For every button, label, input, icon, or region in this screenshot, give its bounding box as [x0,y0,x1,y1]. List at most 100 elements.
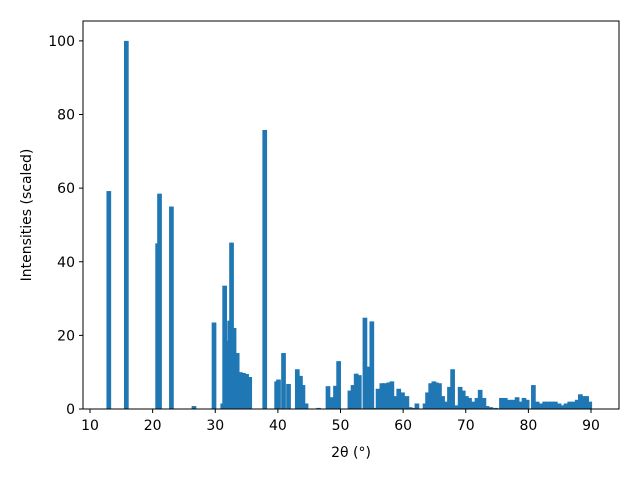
bar [393,396,398,409]
x-tick-label: 30 [206,418,224,434]
bar [369,321,375,409]
bar [552,401,558,409]
bar [276,379,281,409]
bar [474,397,480,409]
bar [365,366,371,409]
y-tick-label: 40 [57,255,75,271]
bar [316,407,321,409]
bar [488,407,494,409]
bar [404,396,410,409]
bar [336,361,341,409]
bar [584,396,589,409]
bar [524,399,530,409]
bar [294,369,300,409]
bar [123,40,129,409]
bar [325,386,331,409]
x-tick-label: 70 [457,418,475,434]
bar [450,369,455,409]
bar [578,394,583,409]
bar [262,129,268,410]
bar [460,390,466,409]
bar [546,401,551,409]
bar [587,401,593,409]
y-axis-label: Intensities (scaled) [19,149,35,282]
bar [396,388,402,409]
bar [407,407,413,409]
x-tick-label: 50 [332,418,350,434]
bar [437,383,442,409]
bar [191,406,197,409]
x-tick-label: 20 [144,418,162,434]
x-tick-label: 60 [394,418,412,434]
x-tick-label: 80 [519,418,537,434]
x-tick-label: 90 [582,418,600,434]
bar [237,372,243,409]
bar [514,397,520,409]
bar [329,397,335,409]
bar [425,392,430,409]
bar [567,401,573,409]
bar [443,401,449,409]
bar [241,372,246,409]
bar [440,396,445,409]
bar [549,401,555,409]
y-tick-label: 80 [57,108,75,124]
bar [375,388,381,409]
bar [467,397,472,409]
bar [400,392,405,409]
bar [350,385,356,409]
y-tick-label: 0 [66,402,75,418]
bar [506,399,512,409]
bar [571,401,576,409]
bar [484,406,490,409]
bar [211,322,217,409]
bar [574,399,580,409]
bar [247,376,253,409]
bar [353,373,359,409]
y-tick-label: 100 [48,34,75,50]
bar [362,317,368,409]
bar [431,381,437,409]
bar [382,383,388,409]
bar [169,206,174,409]
x-tick-label: 10 [81,418,99,434]
bar [281,353,286,409]
bar [493,407,499,409]
bar [373,407,378,409]
bar [389,381,395,409]
bar [303,403,309,409]
bar [222,285,228,409]
y-tick-label: 60 [57,181,75,197]
bar [411,407,417,409]
bar [347,390,353,409]
plot-frame [82,20,620,410]
bar [538,403,544,409]
bar [231,328,237,409]
bar [286,383,291,409]
bar [502,397,508,409]
bar [470,401,476,409]
bar [511,399,516,409]
bar [563,403,569,409]
bar [298,375,303,409]
bar [531,385,536,409]
bar [433,382,439,409]
x-axis-label: 2θ (°) [331,445,371,461]
bar [453,405,459,409]
bar [244,374,249,409]
bar [428,383,434,409]
bar [379,383,385,409]
bar [499,397,504,409]
bar [534,401,540,409]
bar [356,375,362,409]
bar [422,403,428,409]
bar [414,403,420,409]
bar [477,389,483,409]
bar [556,403,562,409]
bar [234,353,240,409]
y-tick-label: 20 [57,328,75,344]
bar [386,382,392,409]
x-tick-label: 40 [269,418,287,434]
bar [518,401,524,409]
